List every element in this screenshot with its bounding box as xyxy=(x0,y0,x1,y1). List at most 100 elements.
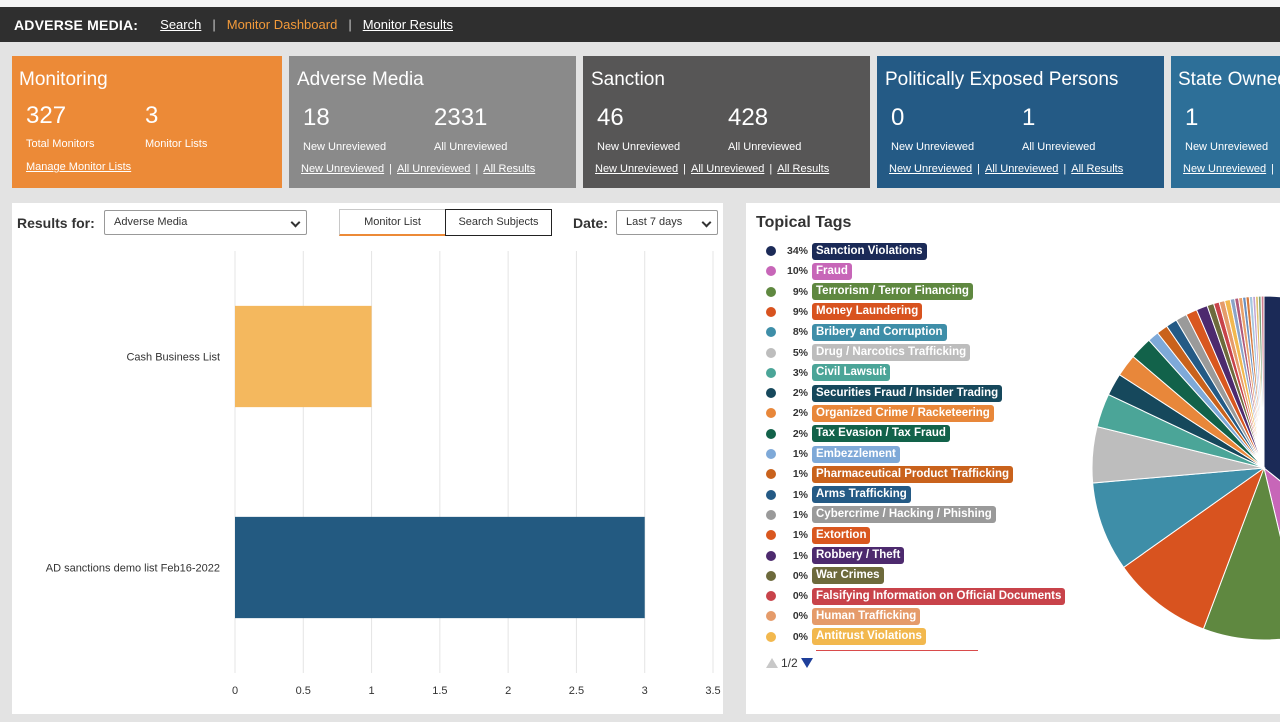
monitor-lists-label: Monitor Lists xyxy=(145,138,208,150)
tag-legend-item[interactable]: 3% Civil Lawsuit xyxy=(766,364,891,382)
link-separator: | xyxy=(683,163,687,175)
tag-label: Robbery / Theft xyxy=(812,547,905,564)
new-unreviewed-link[interactable]: New Unreviewed xyxy=(1183,163,1267,175)
tag-legend-item[interactable]: 0% Antitrust Violations xyxy=(766,628,926,646)
tag-legend-item[interactable]: 9% Money Laundering xyxy=(766,303,923,321)
all-unreviewed-link[interactable]: All Unreviewed xyxy=(397,163,471,175)
pie-slice[interactable] xyxy=(1202,466,1280,641)
legend-dot-icon xyxy=(766,449,776,459)
tag-label: Civil Lawsuit xyxy=(812,364,891,382)
legend-dot-icon xyxy=(766,530,776,541)
tag-label: Tax Evasion / Tax Fraud xyxy=(812,425,950,443)
pager-text: 1/2 xyxy=(781,656,798,670)
tag-percent: 3% xyxy=(792,366,808,379)
tag-legend-item[interactable]: 1% Embezzlement xyxy=(766,445,900,463)
pie-slice[interactable] xyxy=(1263,466,1280,635)
legend-dot-icon xyxy=(766,327,776,338)
all-results-link[interactable]: All Results xyxy=(483,163,536,175)
tag-legend-item[interactable]: 34% Sanction Violations xyxy=(766,242,927,260)
tag-label: Arms Trafficking xyxy=(812,486,911,504)
all-unreviewed-link[interactable]: All Unreviewed xyxy=(985,163,1059,175)
results-for-label: Results for: xyxy=(17,215,95,231)
results-for-select[interactable]: Adverse Media xyxy=(104,210,307,235)
all-results-link[interactable]: All Results xyxy=(1071,163,1124,175)
nav-separator: | xyxy=(212,17,216,32)
pie-slice[interactable] xyxy=(1122,466,1266,630)
tag-legend-item[interactable]: 1% Cybercrime / Hacking / Phishing xyxy=(766,506,996,524)
tag-legend-item[interactable]: 5% Drug / Narcotics Trafficking xyxy=(766,344,971,362)
tag-label: Organized Crime / Racketeering xyxy=(812,404,994,422)
tag-legend-item[interactable]: 8% Bribery and Corruption xyxy=(766,323,947,341)
new-unreviewed-link[interactable]: New Unreviewed xyxy=(889,163,973,175)
tag-legend-item[interactable]: 0% Human Trafficking xyxy=(766,607,921,625)
nav-search-link[interactable]: Search xyxy=(160,17,202,32)
tag-percent: 0% xyxy=(792,569,808,582)
tag-legend-item[interactable]: 1% Arms Trafficking xyxy=(766,486,911,504)
legend-dot-icon xyxy=(766,347,776,358)
all-unreviewed-link[interactable]: All Unreviewed xyxy=(691,163,765,175)
link-separator: | xyxy=(769,163,773,175)
topical-tags-pie-chart xyxy=(1091,295,1280,641)
manage-monitor-lists-link[interactable]: Manage Monitor Lists xyxy=(26,161,132,173)
new-unreviewed-link[interactable]: New Unreviewed xyxy=(595,163,679,175)
bar[interactable] xyxy=(235,516,645,619)
pager-down-icon[interactable] xyxy=(800,658,813,668)
legend-divider xyxy=(816,650,978,651)
tag-legend-item[interactable]: 2% Securities Fraud / Insider Trading xyxy=(766,384,1003,402)
x-tick-label: 3 xyxy=(642,685,648,697)
link-separator: | xyxy=(1063,163,1067,175)
new-unreviewed-label: New Unreviewed xyxy=(303,141,387,153)
tag-percent: 9% xyxy=(792,305,808,318)
state-owned-card: State Owned 1 New Unreviewed New Unrevie… xyxy=(1171,56,1280,188)
top-nav: ADVERSE MEDIA: Search | Monitor Dashboar… xyxy=(0,0,1280,42)
tag-percent: 5% xyxy=(792,346,808,359)
all-results-link[interactable]: All Results xyxy=(777,163,830,175)
monitor-list-toggle[interactable]: Monitor List xyxy=(339,209,446,236)
search-subjects-toggle[interactable]: Search Subjects xyxy=(445,209,552,236)
tag-percent: 1% xyxy=(792,448,808,460)
pager-up-icon[interactable] xyxy=(766,658,778,668)
card-links: New Unreviewed | xyxy=(1183,163,1279,175)
tag-label: Cybercrime / Hacking / Phishing xyxy=(812,506,996,524)
pie-slice[interactable] xyxy=(1260,295,1265,469)
topical-tags-title: Topical Tags xyxy=(756,214,852,231)
tag-legend-item[interactable]: 2% Organized Crime / Racketeering xyxy=(766,404,994,422)
tag-label: Embezzlement xyxy=(812,445,900,463)
card-title: State Owned xyxy=(1178,69,1280,90)
tag-legend-item[interactable]: 9% Terrorism / Terror Financing xyxy=(766,283,973,301)
pie-slice[interactable] xyxy=(1263,295,1280,576)
tag-legend-item[interactable]: 10% Fraud xyxy=(766,262,852,280)
monitoring-card: Monitoring 327 Total Monitors 3 Monitor … xyxy=(12,56,282,188)
nav-dashboard-link[interactable]: Monitor Dashboard xyxy=(226,17,338,32)
all-unreviewed-count: 1 xyxy=(1022,104,1036,131)
new-unreviewed-link[interactable]: New Unreviewed xyxy=(301,163,385,175)
tag-legend-item[interactable]: 2% Tax Evasion / Tax Fraud xyxy=(766,425,950,443)
all-unreviewed-label: All Unreviewed xyxy=(1022,141,1096,153)
tag-percent: 1% xyxy=(792,468,808,481)
new-unreviewed-count: 46 xyxy=(597,104,624,131)
tag-label: Money Laundering xyxy=(812,303,923,321)
tag-legend-item[interactable]: 1% Extortion xyxy=(766,526,871,544)
date-range-select[interactable]: Last 7 days xyxy=(616,210,718,235)
y-category-label: AD sanctions demo list Feb16-2022 xyxy=(46,563,220,575)
pep-card: Politically Exposed Persons 0 New Unrevi… xyxy=(877,56,1164,188)
legend-dot-icon xyxy=(766,611,776,622)
tag-legend-item[interactable]: 1% Robbery / Theft xyxy=(766,547,905,565)
card-links: New Unreviewed | All Unreviewed | All Result… xyxy=(889,163,1123,175)
link-separator: | xyxy=(475,163,479,175)
bar[interactable] xyxy=(235,305,372,408)
tag-label: War Crimes xyxy=(812,567,884,585)
link-separator: | xyxy=(977,163,981,175)
tag-legend-item[interactable]: 1% Pharmaceutical Product Trafficking xyxy=(766,465,1014,483)
tag-legend-item[interactable]: 0% War Crimes xyxy=(766,567,884,585)
total-monitors-label: Total Monitors xyxy=(26,138,95,150)
tag-label: Bribery and Corruption xyxy=(812,323,947,341)
tag-percent: 2% xyxy=(792,427,808,440)
tag-percent: 2% xyxy=(792,407,808,420)
x-tick-label: 2.5 xyxy=(569,685,584,697)
pie-slice[interactable] xyxy=(1092,467,1266,569)
tag-legend-item[interactable]: 0% Falsifying Information on Official Doc… xyxy=(766,587,1066,605)
results-for-value: Adverse Media xyxy=(114,216,188,228)
card-title: Adverse Media xyxy=(297,69,424,90)
nav-results-link[interactable]: Monitor Results xyxy=(362,17,454,32)
